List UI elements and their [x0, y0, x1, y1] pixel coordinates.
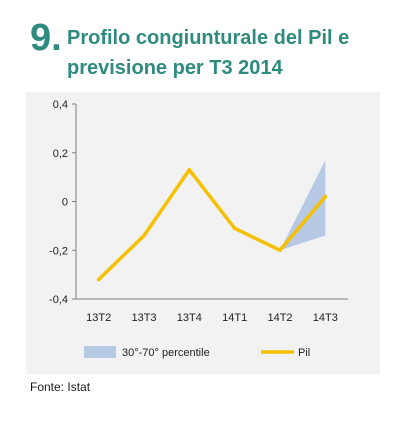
legend-label-band: 30°-70° percentile [122, 347, 210, 359]
data-point-pil [187, 168, 192, 172]
y-tick-label: 0 [62, 197, 68, 209]
y-tick-label: 0,2 [53, 148, 68, 160]
data-point-pil [323, 194, 328, 199]
source-note: Fonte: Istat [30, 380, 91, 394]
x-tick-label: 14T2 [267, 312, 292, 324]
chart-panel: -0,4 -0,2 0 0,2 0,4 13T2 13T3 13T4 14T1 14T2 14T3 3… [26, 92, 380, 374]
data-point-pil [142, 233, 146, 238]
x-tick-label: 14T3 [313, 312, 338, 324]
figure-title: Profilo congiunturale del Pil e previsio… [67, 27, 350, 79]
data-point-pil [96, 277, 101, 282]
data-point-pil [232, 226, 237, 231]
y-tick-label: -0,4 [49, 294, 68, 306]
line-chart: -0,4 -0,2 0 0,2 0,4 13T2 13T3 13T4 14T1 14T2 14T3 3… [49, 99, 348, 359]
x-tick-label: 14T1 [222, 312, 247, 324]
legend-swatch-band [84, 346, 116, 358]
data-point-pil [278, 248, 282, 253]
x-tick-label: 13T2 [86, 312, 111, 324]
x-tick-label: 13T3 [131, 312, 156, 324]
y-tick-label: -0,2 [49, 245, 68, 257]
figure-number: 9. [30, 17, 62, 59]
x-tick-label: 13T4 [177, 312, 202, 324]
y-tick-label: 0,4 [53, 99, 68, 111]
percentile-band [280, 160, 326, 251]
series-line-pil [96, 168, 328, 282]
legend-label-line: Pil [298, 347, 310, 359]
